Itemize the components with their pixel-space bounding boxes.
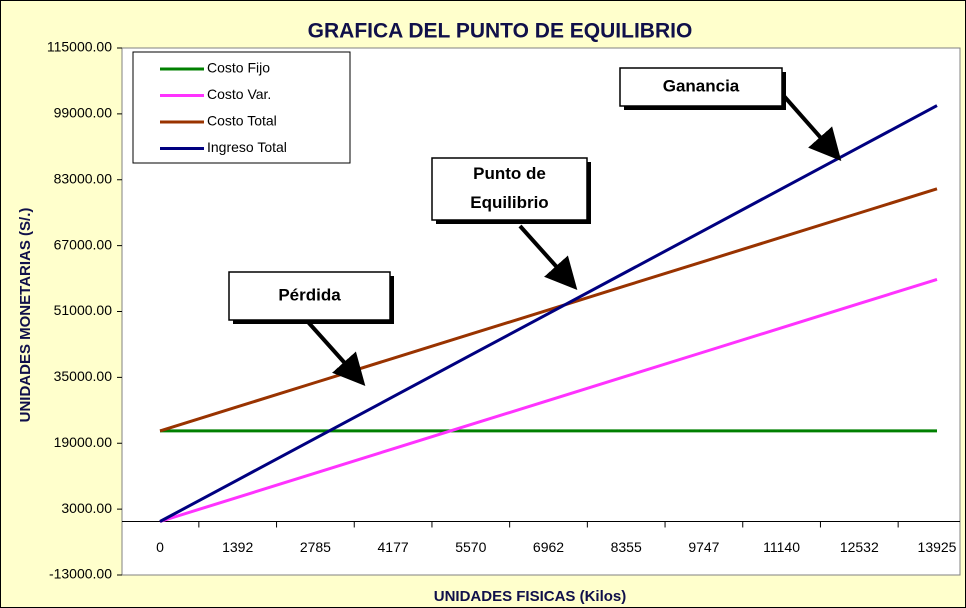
series-line	[159, 104, 938, 523]
legend-label: Costo Var.	[207, 86, 271, 102]
y-tick-label: -13000.00	[49, 566, 112, 582]
y-tick-label: 83000.00	[54, 170, 113, 186]
x-tick-label: 0	[156, 539, 164, 555]
x-axis-title: UNIDADES FISICAS (Kilos)	[434, 588, 627, 605]
x-tick-label: 1392	[222, 539, 253, 555]
series-line	[159, 277, 938, 523]
y-tick-label: 67000.00	[54, 236, 113, 252]
x-tick-label: 13925	[918, 539, 957, 555]
annotation-text: Pérdida	[278, 285, 341, 304]
y-tick-label: 35000.00	[54, 368, 113, 384]
annotation-arrow	[306, 320, 366, 386]
y-tick-label: 19000.00	[54, 434, 113, 450]
y-tick-label: 99000.00	[54, 105, 113, 121]
x-tick-label: 4177	[378, 539, 409, 555]
x-tick-label: 6962	[533, 539, 564, 555]
y-axis-title: UNIDADES MONETARIAS (S/.)	[17, 208, 34, 423]
y-tick-label: 115000.00	[47, 39, 112, 55]
x-tick-label: 12532	[840, 539, 879, 555]
annotation-box	[431, 157, 588, 221]
annotation-text: Ganancia	[663, 76, 740, 95]
annotation-arrow	[518, 224, 578, 290]
annotation-text: Equilibrio	[470, 193, 548, 212]
annotation-text: Punto de	[473, 164, 546, 183]
series-line	[159, 187, 938, 433]
annotation-arrow	[781, 93, 842, 161]
y-tick-label: 3000.00	[61, 500, 112, 516]
x-tick-label: 9747	[688, 539, 719, 555]
x-tick-label: 2785	[300, 539, 331, 555]
legend-label: Costo Total	[207, 113, 277, 129]
x-tick-label: 5570	[455, 539, 486, 555]
legend-label: Ingreso Total	[207, 139, 287, 155]
x-tick-label: 8355	[611, 539, 642, 555]
annotation-box	[619, 67, 783, 107]
chart-title: GRAFICA DEL PUNTO DE EQUILIBRIO	[308, 20, 693, 43]
x-tick-label: 11140	[763, 539, 800, 555]
y-tick-label: 51000.00	[54, 302, 113, 318]
legend-label: Costo Fijo	[207, 60, 270, 76]
annotation-box	[228, 271, 391, 321]
